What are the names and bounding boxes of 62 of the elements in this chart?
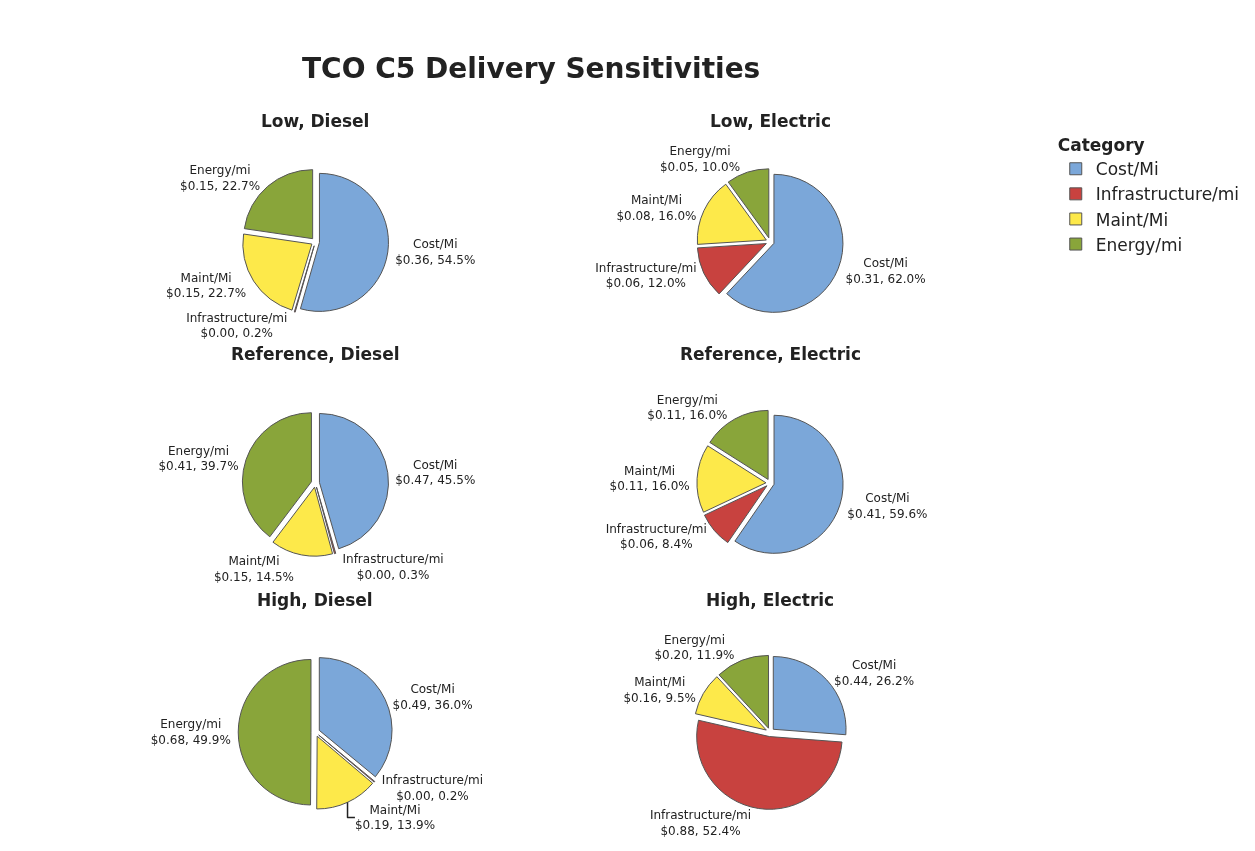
slice-label: Cost/Mi xyxy=(413,237,458,252)
data-label: $0.15, 14.5% xyxy=(213,569,295,584)
slice-label: Maint/Mi xyxy=(228,554,280,569)
slice-label: Cost/Mi xyxy=(863,255,908,270)
data-label: $0.31, 62.0% xyxy=(845,271,926,286)
slice-label: Infrastructure/mi xyxy=(605,521,707,536)
slice-label: Cost/Mi xyxy=(851,658,897,673)
slice-label: Maint/Mi xyxy=(624,463,676,478)
data-label: $0.11, 16.0% xyxy=(647,408,728,423)
legend-label: Infrastructure/mi xyxy=(1095,184,1240,205)
pie-slice xyxy=(696,243,767,295)
data-label: $0.16, 9.5% xyxy=(623,690,696,705)
data-label: $0.44, 26.2% xyxy=(834,673,915,688)
data-label: $0.88, 52.4% xyxy=(660,823,741,838)
legend-title: Category xyxy=(1057,135,1145,156)
data-label: $0.15, 22.7% xyxy=(180,178,261,193)
slice-label: Cost/Mi xyxy=(410,681,455,696)
slice-label: Energy/mi xyxy=(189,163,251,178)
slice-label: Infrastructure/mi xyxy=(186,310,288,325)
slice-label: Maint/Mi xyxy=(369,802,421,817)
data-label: $0.00, 0.2% xyxy=(200,326,273,341)
data-label: $0.00, 0.3% xyxy=(356,568,430,583)
slice-label: Energy/mi xyxy=(663,632,726,647)
data-label: $0.36, 54.5% xyxy=(395,253,476,268)
data-label: $0.15, 22.7% xyxy=(166,286,247,301)
slice-label: Cost/Mi xyxy=(865,491,910,506)
slice-label: Maint/Mi xyxy=(630,193,682,208)
chart-title: Low, Electric xyxy=(710,111,831,131)
slice-label: Maint/Mi xyxy=(180,270,232,285)
data-label: $0.47, 45.5% xyxy=(395,473,476,488)
text: TCO C5 Delivery Sensitivities xyxy=(302,52,761,85)
data-label: $0.41, 39.7% xyxy=(158,459,239,474)
slice-label: Energy/mi xyxy=(167,443,230,458)
slice-label: Maint/Mi xyxy=(634,675,686,690)
data-label: $0.19, 13.9% xyxy=(354,818,436,833)
slice-label: Energy/mi xyxy=(160,717,222,732)
data-label: $0.00, 0.2% xyxy=(396,788,469,803)
legend-label: Maint/Mi xyxy=(1095,209,1169,230)
chart-title: Reference, Diesel xyxy=(231,344,400,364)
slice-label: Infrastructure/mi xyxy=(342,552,444,567)
data-label: $0.11, 16.0% xyxy=(609,479,690,494)
legend-label: Energy/mi xyxy=(1095,234,1183,255)
pie-slice xyxy=(696,183,767,245)
slice-label: Energy/mi xyxy=(656,392,718,407)
data-label: $0.05, 10.0% xyxy=(659,159,741,174)
chart-title: Low, Diesel xyxy=(261,111,370,131)
data-label: $0.49, 36.0% xyxy=(392,697,473,712)
chart-title: High, Electric xyxy=(706,590,835,610)
chart-title: High, Diesel xyxy=(257,590,373,610)
slice-label: Infrastructure/mi xyxy=(381,773,484,788)
data-label: $0.08, 16.0% xyxy=(616,208,697,223)
data-label: $0.41, 59.6% xyxy=(847,506,928,521)
slice-label: Infrastructure/mi xyxy=(595,260,697,275)
data-label: $0.20, 11.9% xyxy=(654,648,735,663)
legend-label: Cost/Mi xyxy=(1095,159,1159,180)
data-label: $0.06, 12.0% xyxy=(605,276,686,291)
slice-label: Infrastructure/mi xyxy=(649,808,752,823)
data-label: $0.06, 8.4% xyxy=(620,537,693,552)
slice-label: Energy/mi xyxy=(669,144,731,159)
data-label: $0.68, 49.9% xyxy=(150,732,231,747)
slice-label: Cost/Mi xyxy=(413,457,458,472)
chart-title: Reference, Electric xyxy=(680,344,862,364)
